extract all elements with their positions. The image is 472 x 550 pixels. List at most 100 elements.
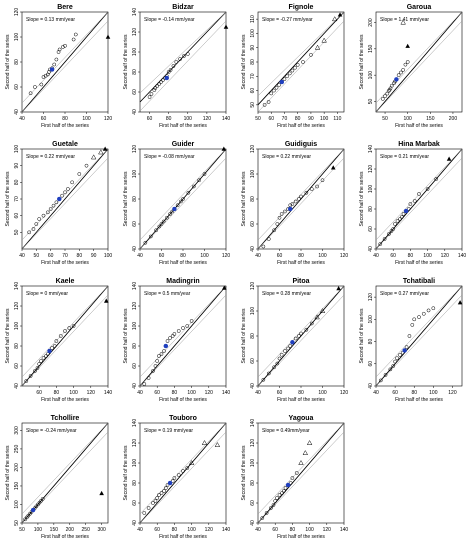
data-point-circle: [151, 369, 155, 373]
data-point-circle: [309, 187, 314, 191]
data-point-circle: [73, 32, 78, 37]
data-point-circle: [31, 227, 36, 231]
x-tick-label: 60: [390, 253, 396, 259]
y-tick-label: 140: [250, 419, 256, 428]
y-tick-label: 80: [132, 69, 138, 75]
y-tick-label: 40: [250, 246, 256, 252]
y-tick-label: 90: [250, 45, 256, 51]
data-point-circle: [262, 103, 267, 107]
y-tick-label: 100: [132, 322, 138, 331]
data-point-mean: [394, 77, 399, 82]
x-tick-label: 120: [340, 253, 349, 259]
x-tick-label: 200: [66, 527, 75, 533]
x-tick-label: 80: [180, 253, 186, 259]
data-point-circle: [50, 346, 54, 350]
y-tick-label: 80: [132, 480, 138, 486]
slope-annotation: Slope = 0.22 mm/year: [26, 154, 75, 160]
y-axis-label: Second half of the series: [5, 445, 11, 501]
slope-annotation: Slope = 1.41 mm/year: [380, 17, 429, 23]
slope-annotation: Slope = 0.28 mm/year: [262, 291, 311, 297]
data-point-circle: [388, 367, 393, 372]
identity-line: [21, 11, 109, 113]
data-point-filled-triangle: [221, 285, 227, 290]
data-point-circle: [393, 359, 397, 364]
data-point-circle: [417, 315, 421, 319]
x-tick-label: 60: [159, 253, 165, 259]
data-point-circle: [56, 50, 61, 54]
upper-bound-line: [139, 148, 227, 241]
data-point-mean: [279, 79, 285, 85]
y-tick-label: 80: [132, 343, 138, 349]
x-tick-label: 100: [305, 527, 314, 533]
data-point-circle: [71, 324, 76, 328]
x-axis-label: First half of the series: [41, 397, 89, 403]
x-tick-label: 60: [277, 390, 283, 396]
data-point-filled-triangle: [405, 43, 410, 48]
lower-bound-line: [257, 294, 345, 387]
data-point-circle: [151, 501, 155, 505]
data-point-circle: [421, 311, 426, 316]
x-tick-label: 60: [154, 527, 160, 533]
y-tick-label: 120: [132, 302, 138, 311]
data-point-circle: [290, 68, 295, 73]
data-point-open-triangle: [302, 449, 309, 455]
identity-line: [375, 285, 463, 387]
y-tick-label: 120: [368, 293, 374, 302]
y-tick-label: 40: [368, 383, 374, 389]
data-point-circle: [283, 209, 287, 214]
data-point-mean: [163, 343, 169, 349]
x-tick-label: 40: [255, 527, 261, 533]
upper-bound-line: [21, 285, 109, 378]
x-tick-label: 120: [222, 253, 231, 259]
upper-bound-line: [375, 285, 463, 378]
y-tick-label: 100: [14, 500, 20, 509]
y-axis-label: Second half of the series: [5, 34, 11, 90]
data-point-circle: [408, 202, 413, 206]
data-point-circle: [39, 82, 44, 87]
x-tick-label: 120: [205, 390, 214, 396]
y-tick-label: 80: [14, 59, 20, 65]
data-point-open-triangle: [214, 441, 221, 447]
y-tick-label: 50: [14, 520, 20, 526]
data-point-circle: [396, 73, 401, 78]
data-point-circle: [393, 222, 397, 226]
data-point-filled-triangle: [446, 156, 452, 161]
y-axis-label: Second half of the series: [241, 308, 247, 364]
data-point-circle: [63, 329, 67, 333]
x-tick-label: 120: [203, 116, 212, 122]
data-point-circle: [304, 327, 309, 332]
data-point-mean: [47, 348, 52, 354]
y-tick-label: 140: [132, 419, 138, 428]
y-axis-label: Second half of the series: [359, 34, 365, 90]
data-point-filled-triangle: [102, 146, 108, 151]
lower-bound-line: [257, 157, 345, 250]
y-tick-label: 120: [250, 145, 256, 154]
data-point-circle: [147, 95, 152, 99]
y-tick-label: 140: [14, 282, 20, 291]
x-axis-label: First half of the series: [159, 397, 207, 403]
y-tick-label: 60: [368, 361, 374, 367]
data-point-circle: [159, 80, 163, 84]
x-tick-label: 200: [449, 116, 458, 122]
data-point-circle: [28, 374, 33, 378]
data-point-open-triangle: [400, 19, 406, 25]
x-axis-label: First half of the series: [277, 534, 325, 540]
identity-line: [257, 11, 345, 106]
y-tick-label: 40: [132, 246, 138, 252]
data-point-circle: [261, 377, 266, 382]
data-point-circle: [391, 227, 396, 231]
data-point-circle: [174, 60, 179, 64]
data-point-circle: [407, 334, 412, 338]
y-tick-label: 120: [14, 8, 20, 17]
x-axis-label: First half of the series: [41, 260, 89, 266]
slope-annotation: Slope = 0.27 mm/year: [380, 291, 429, 297]
data-point-circle: [387, 232, 391, 236]
data-point-circle: [189, 319, 194, 323]
data-point-circle: [404, 345, 409, 349]
x-tick-label: 60: [147, 116, 153, 122]
y-tick-label: 100: [14, 145, 20, 154]
x-axis-label: First half of the series: [395, 260, 443, 266]
x-tick-label: 100: [404, 116, 413, 122]
y-tick-label: 100: [132, 170, 138, 179]
data-point-circle: [290, 202, 295, 206]
